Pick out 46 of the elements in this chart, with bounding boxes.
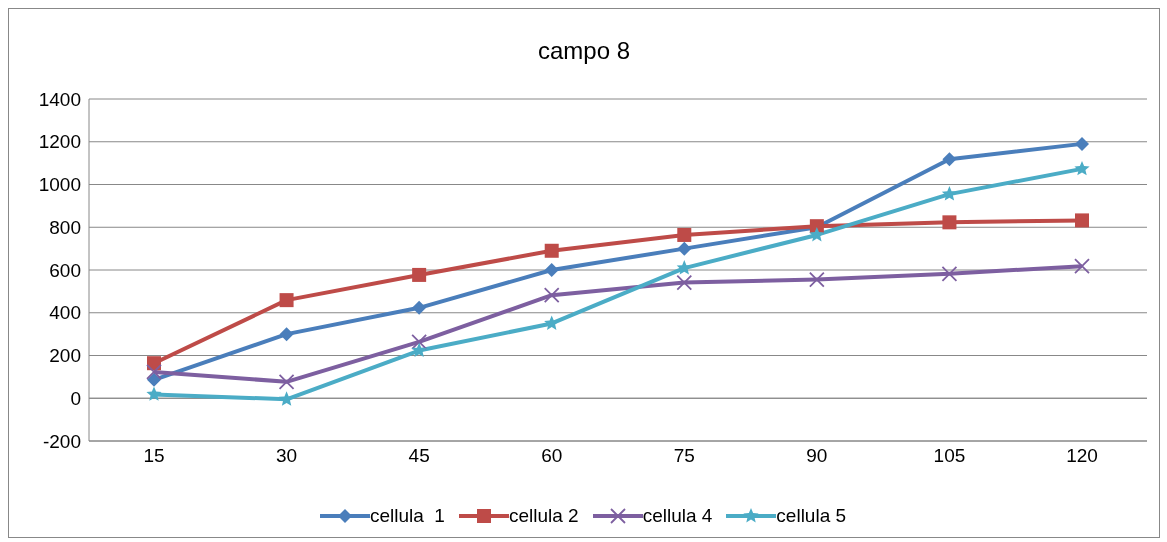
y-tick-label: 0 [70,387,81,409]
point [544,263,559,277]
x-tick-label: 90 [806,445,828,467]
point [808,271,825,288]
legend-label: cellula 2 [508,505,579,527]
point [677,241,692,256]
x-tick-label: 120 [1066,445,1098,467]
point [1074,160,1090,176]
point [1075,136,1089,151]
x-tick-label: 75 [673,445,695,467]
point [942,215,957,230]
legend-label: cellula 1 [369,505,445,527]
legend-label: cellula 5 [776,505,847,527]
y-tick-label: 400 [49,302,81,324]
chart-title: campo 8 [536,36,632,66]
point [543,287,560,304]
point [412,267,427,282]
point [677,227,692,242]
x-tick-label: 60 [541,445,563,467]
x-tick-label: 105 [933,445,966,467]
point [411,333,428,350]
point [809,226,825,242]
point [279,327,294,342]
point [146,386,162,401]
y-tick-label: 1200 [38,131,81,153]
y-tick-label: 800 [49,216,81,238]
point [676,274,693,291]
point [146,364,162,380]
point [941,265,958,282]
x-tick-label: 15 [143,445,165,467]
point [412,300,427,315]
x-tick-label: 30 [276,445,298,467]
point [1074,258,1090,275]
legend-label: cellula 4 [642,505,713,527]
point [544,243,559,258]
point [279,293,294,308]
x-tick-label: 45 [408,445,430,467]
y-tick-label: 600 [49,259,81,281]
y-tick-label: 200 [49,345,81,367]
y-tick-label: 1400 [38,88,81,110]
y-tick-label: -200 [42,430,81,452]
point [1075,213,1089,228]
point [942,152,957,167]
point [411,342,427,358]
y-tick-label: 1000 [38,174,81,196]
point [278,373,295,390]
